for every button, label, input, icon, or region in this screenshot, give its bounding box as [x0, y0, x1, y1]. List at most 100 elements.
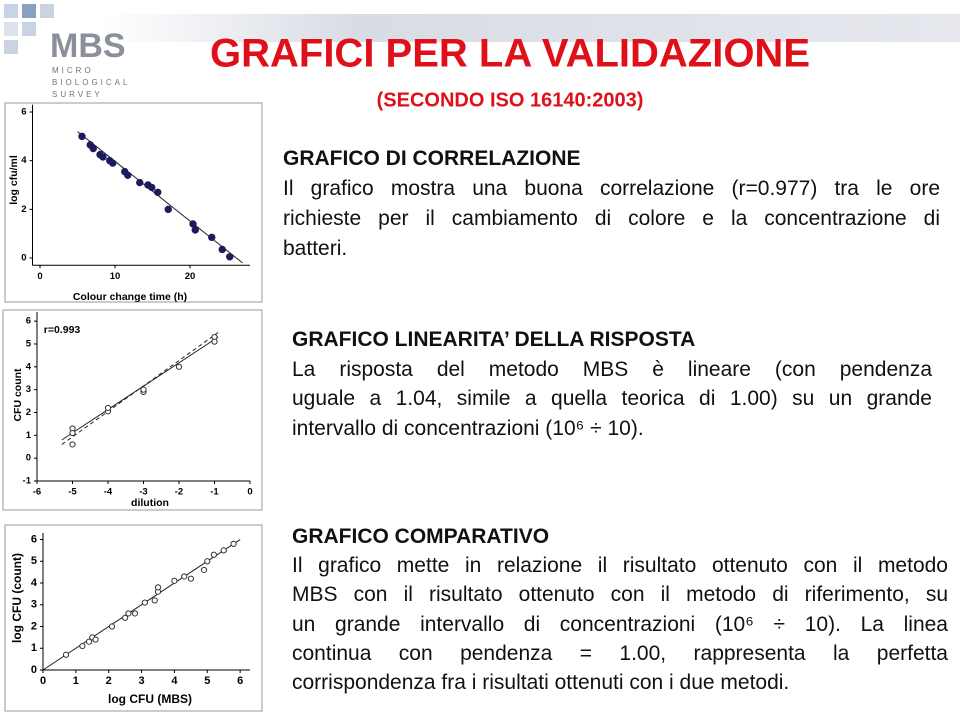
x-tick-label: 1 [73, 675, 79, 687]
y-tick-label: 2 [21, 204, 26, 215]
body-text: continua con pendenza = 1.00, rappresent… [292, 641, 948, 665]
annotation: r=0.993 [44, 324, 81, 336]
x-axis-label: Colour change time (h) [73, 291, 187, 303]
data-point [109, 159, 117, 167]
y-tick-label: 0 [31, 664, 37, 676]
data-point [108, 623, 116, 630]
y-tick-label: 3 [26, 384, 31, 395]
y-axis-label: log cfu/ml [8, 155, 20, 205]
fit-line [61, 336, 219, 441]
x-tick-label: -6 [33, 487, 41, 498]
header-band [100, 14, 960, 42]
body-text: un grande intervallo di concentrazioni (… [292, 612, 948, 636]
data-point [181, 573, 188, 580]
fit-line [77, 131, 243, 264]
chart-frame [4, 524, 263, 712]
data-point [141, 599, 148, 606]
x-tick-label: -3 [139, 487, 147, 498]
data-point [62, 651, 70, 658]
body-text: batteri. [283, 237, 348, 260]
x-tick-label: -2 [175, 487, 183, 498]
y-tick-label: 1 [31, 642, 37, 654]
y-tick-label: 6 [31, 533, 37, 545]
x-tick-label: 6 [237, 675, 243, 687]
x-tick-label: 5 [204, 675, 210, 687]
data-point [69, 441, 76, 448]
subtitle: (SECONDO ISO 16140:2003) [377, 89, 644, 111]
logo-subtitle: SURVEY [52, 90, 103, 99]
x-tick-label: 0 [247, 487, 252, 498]
x-tick-label: 20 [185, 271, 196, 282]
x-tick-label: -5 [68, 487, 77, 498]
x-axis-label: dilution [131, 497, 169, 509]
logo-squares [4, 4, 54, 54]
y-tick-label: 2 [26, 407, 31, 418]
data-point [189, 220, 197, 228]
y-tick-label: 0 [26, 453, 31, 464]
section-heading: GRAFICO COMPARATIVO [292, 525, 550, 548]
chart-frame [4, 102, 263, 303]
x-tick-label: 0 [40, 675, 46, 687]
data-point [79, 642, 86, 650]
data-point [187, 575, 194, 582]
x-tick-label: -1 [210, 487, 219, 498]
logo-subtitle: MICRO [52, 66, 94, 75]
data-point [226, 253, 234, 261]
data-point [191, 226, 199, 234]
body-text: intervallo di concentrazioni (10⁶ ÷ 10). [292, 416, 644, 440]
data-point [204, 558, 211, 565]
data-point [200, 566, 208, 574]
x-axis-label: log CFU (MBS) [108, 692, 192, 706]
data-point [89, 144, 97, 153]
y-tick-label: 3 [31, 599, 37, 611]
y-tick-label: 4 [31, 577, 38, 589]
body-text: MBS con il risultato ottenuto con il met… [292, 583, 948, 607]
body-text: corrispondenza fra i risultati ottenuti … [292, 671, 790, 694]
x-tick-label: 4 [171, 675, 178, 687]
data-point [69, 429, 76, 437]
data-point [164, 205, 172, 214]
body-text: Il grafico mostra una buona correlazione… [283, 177, 940, 200]
body-text: uguale a 1.04, simile a quella teorica d… [292, 387, 932, 410]
y-axis-label: log CFU (count) [10, 553, 24, 643]
y-tick-label: 4 [26, 361, 32, 372]
y-tick-label: 6 [21, 107, 26, 118]
section-heading: GRAFICO LINEARITA’ DELLA RISPOSTA [292, 328, 696, 351]
x-tick-label: 2 [106, 675, 112, 687]
y-axis-label: CFU count [12, 368, 24, 422]
section-heading: GRAFICO DI CORRELAZIONE [283, 147, 581, 170]
y-tick-label: 2 [31, 620, 37, 632]
data-point [125, 610, 132, 617]
data-point [122, 614, 129, 621]
data-point [220, 547, 227, 554]
y-tick-label: 6 [26, 316, 31, 327]
data-point [78, 132, 86, 141]
data-point [151, 597, 158, 604]
data-point [104, 404, 112, 412]
y-tick-label: 4 [21, 155, 27, 166]
data-point [218, 245, 226, 254]
data-point [211, 338, 218, 345]
data-point [175, 363, 183, 370]
y-tick-label: -1 [23, 476, 32, 487]
body-text: richieste per il cambiamento di colore e… [283, 207, 940, 230]
data-point [208, 233, 216, 242]
data-point [154, 188, 162, 197]
data-point [171, 577, 178, 584]
data-point [99, 153, 107, 161]
logo-name: MBS [50, 27, 126, 65]
data-point [230, 540, 237, 547]
data-point [154, 584, 162, 591]
logo-subtitle: BIOLOGICAL [52, 78, 130, 87]
data-point [210, 551, 217, 558]
y-tick-label: 5 [31, 555, 37, 567]
data-point [136, 178, 144, 187]
title: GRAFICI PER LA VALIDAZIONE [210, 32, 810, 76]
data-point [131, 610, 139, 617]
x-tick-label: 0 [37, 271, 42, 282]
body-text: Il grafico mette in relazione il risulta… [292, 554, 948, 578]
chart-frame [2, 309, 263, 511]
data-point [124, 171, 132, 179]
